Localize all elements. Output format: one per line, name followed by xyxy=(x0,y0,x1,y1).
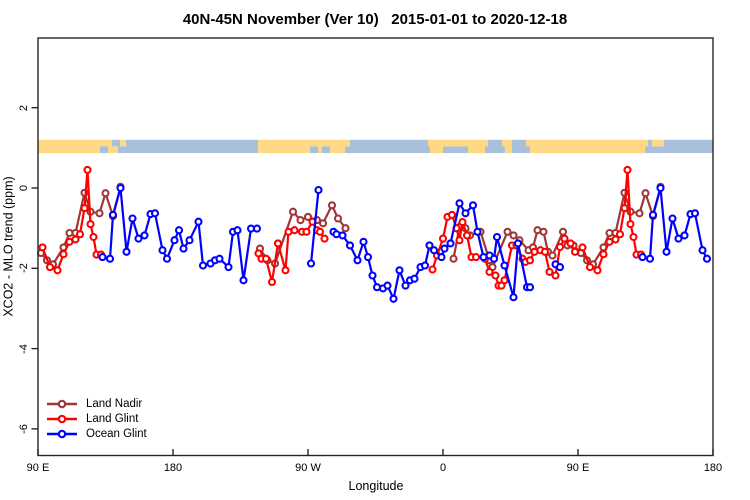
x-tick-label: 90 E xyxy=(566,462,590,474)
y-tick-label: -2 xyxy=(18,263,30,273)
x-tick-label: 90 E xyxy=(26,462,50,474)
y-tick-label: -4 xyxy=(18,344,30,354)
legend-label: Land Glint xyxy=(86,412,139,425)
legend-label: Land Nadir xyxy=(86,397,143,410)
y-axis-label: XCO2 - MLO trend (ppm) xyxy=(1,176,16,317)
x-tick-label: 180 xyxy=(163,462,183,474)
legend-line-marker-icon xyxy=(47,429,77,438)
x-tick-label: 0 xyxy=(439,462,447,474)
x-tick-label: 180 xyxy=(703,462,723,474)
legend-item-ocean-glint: Ocean Glint xyxy=(46,426,147,441)
y-tick-label: 2 xyxy=(18,104,30,112)
legend-line-marker-icon xyxy=(47,399,77,408)
legend: Land Nadir Land Glint Ocean Glint xyxy=(46,396,147,441)
legend-label: Ocean Glint xyxy=(86,427,147,440)
x-axis-label: Longitude xyxy=(348,479,404,493)
legend-item-land-glint: Land Glint xyxy=(46,411,147,426)
legend-item-land-nadir: Land Nadir xyxy=(46,396,147,411)
legend-line-marker-icon xyxy=(47,414,77,423)
y-tick-label: 0 xyxy=(18,184,30,192)
x-tick-label: 90 W xyxy=(295,462,321,474)
chart-title: 40N-45N November (Ver 10) 2015-01-01 to … xyxy=(182,11,568,28)
y-tick-label: -6 xyxy=(18,424,30,434)
